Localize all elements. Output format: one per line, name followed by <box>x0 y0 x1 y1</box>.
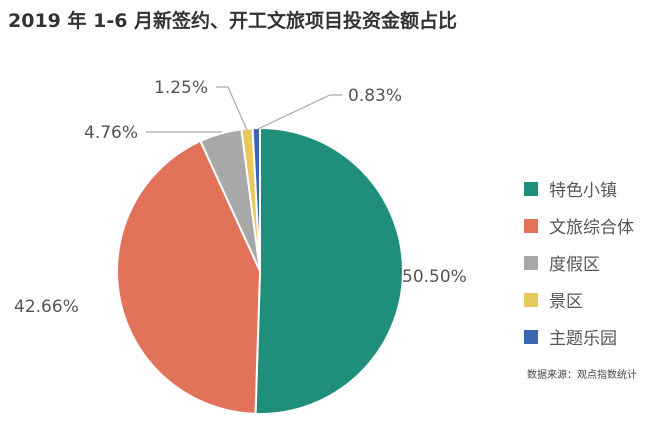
leader-line-1.25 <box>216 86 248 131</box>
leader-line-0.83 <box>257 94 342 130</box>
legend-label: 度假区 <box>549 255 600 275</box>
data-label-3: 1.25% <box>154 78 208 98</box>
legend-item: 景区 <box>524 281 634 318</box>
legend-label: 主题乐园 <box>549 329 617 349</box>
chart-title: 2019 年 1-6 月新签约、开工文旅项目投资金额占比 <box>8 10 458 32</box>
legend-swatch <box>524 181 538 196</box>
legend-item: 度假区 <box>524 244 634 281</box>
legend: 特色小镇 文旅综合体 度假区 景区 主题乐园 <box>524 170 634 355</box>
legend-swatch <box>524 329 538 344</box>
legend-swatch <box>524 292 538 307</box>
legend-swatch <box>524 218 538 233</box>
legend-item: 文旅综合体 <box>524 207 634 244</box>
data-label-2: 4.76% <box>84 123 138 143</box>
pie-slice-0 <box>254 126 404 415</box>
legend-item: 主题乐园 <box>524 318 634 355</box>
data-label-1: 42.66% <box>14 297 79 317</box>
legend-label: 文旅综合体 <box>549 218 634 238</box>
data-label-4: 0.83% <box>348 86 402 106</box>
source-note: 数据来源：观点指数统计 <box>527 370 637 381</box>
legend-label: 特色小镇 <box>549 181 617 201</box>
legend-item: 特色小镇 <box>524 170 634 207</box>
legend-swatch <box>524 255 538 270</box>
pie-slice-1 <box>116 139 262 415</box>
legend-label: 景区 <box>549 292 583 312</box>
data-label-0: 50.50% <box>402 267 467 287</box>
